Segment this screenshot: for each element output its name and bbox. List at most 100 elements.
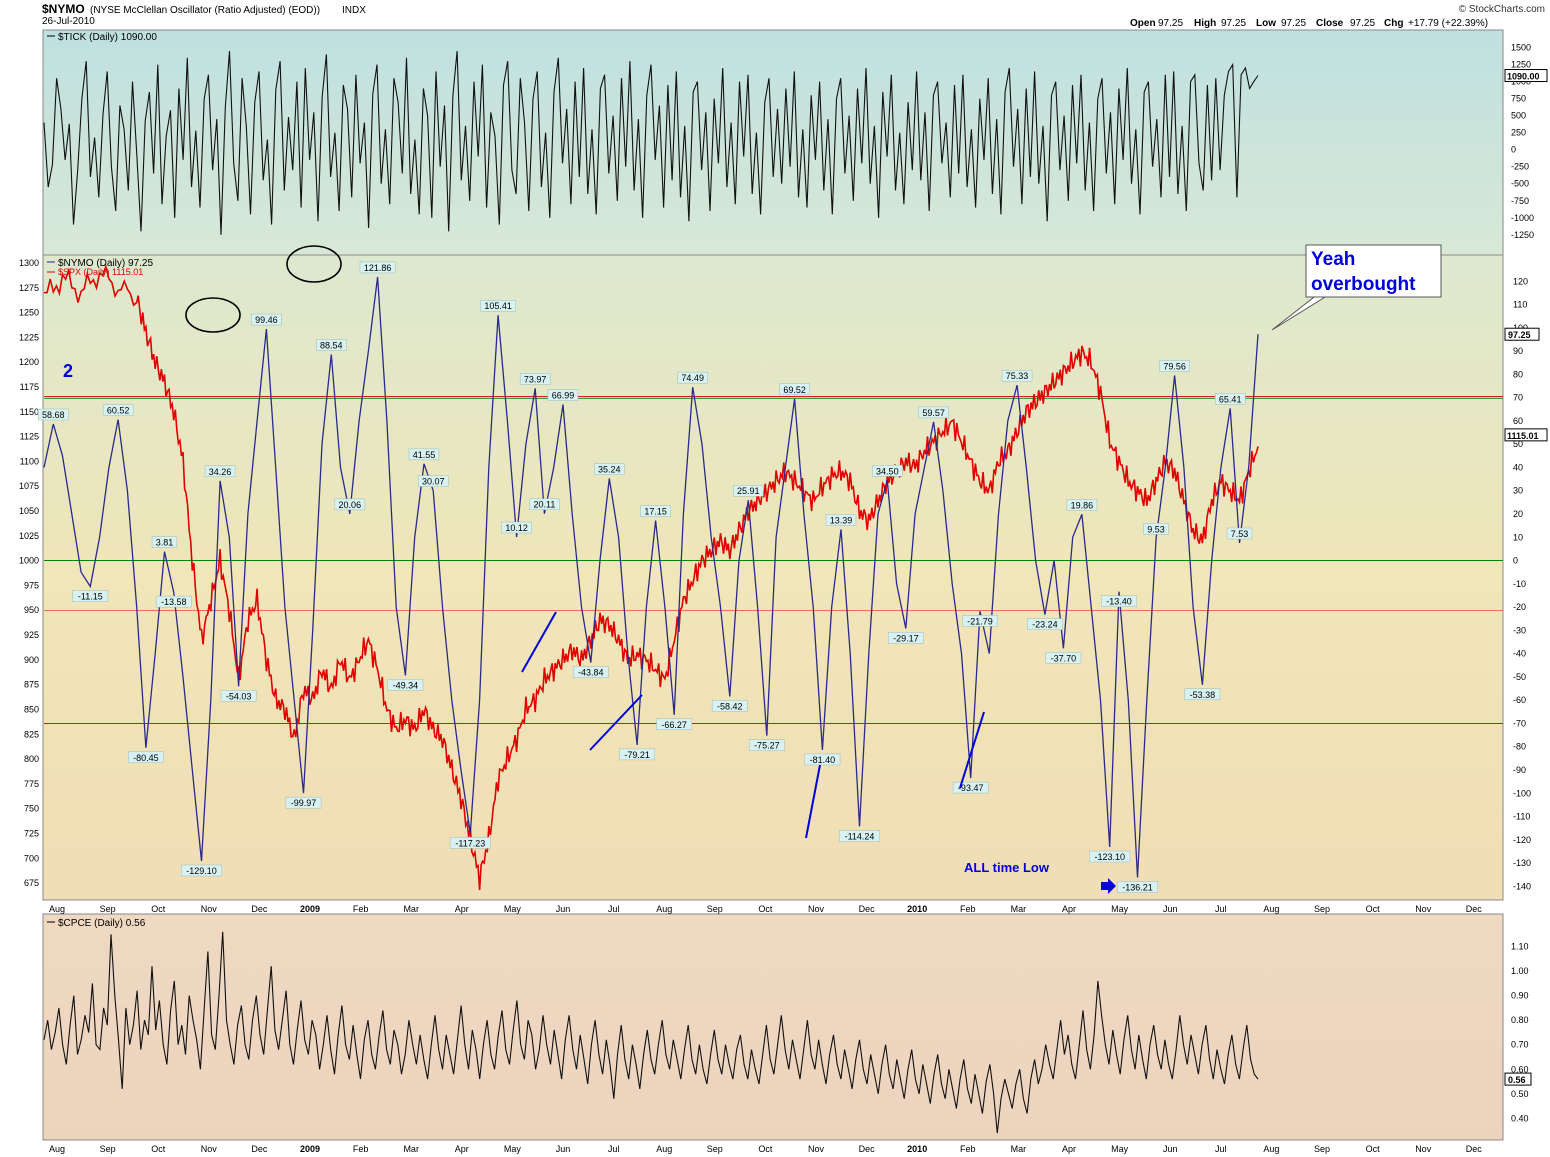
nymo-y-tick-label-21: -90 (1513, 765, 1526, 775)
nymo-point-label-46: -13.40 (1106, 597, 1132, 607)
nymo-point-label-2: 60.52 (107, 406, 130, 416)
nymo-point-label-0: 58.68 (42, 410, 65, 420)
nymo-point-label-49: 79.56 (1163, 361, 1186, 371)
all-time-low-label: ALL time Low (964, 860, 1050, 875)
tick-last-value: 1090.00 (1507, 72, 1540, 82)
main-x-tick-label-2: Oct (151, 904, 166, 914)
spx-y-tick-label-1: 1275 (19, 283, 39, 293)
main-x-tick-label-19: Mar (1011, 904, 1027, 914)
nymo-point-label-36: 34.50 (876, 466, 899, 476)
spx-y-tick-label-4: 1200 (19, 357, 39, 367)
nymo-point-label-bg-37 (887, 632, 924, 644)
cpce-x-tick-label-13: Sep (707, 1144, 723, 1154)
chart-exchange: INDX (342, 5, 366, 16)
spx-y-tick-label-6: 1150 (20, 407, 39, 417)
tick-panel-bg (42, 29, 1504, 256)
main-x-tick-label-26: Oct (1366, 904, 1381, 914)
nymo-point-label-4: 3.81 (156, 538, 174, 548)
chart-date: 26-Jul-2010 (42, 16, 95, 27)
nymo-point-label-bg-18 (480, 299, 516, 312)
spx-y-tick-label-5: 1175 (20, 382, 39, 392)
cpce-x-tick-label-24: Aug (1263, 1144, 1279, 1154)
nymo-y-tick-label-0: 120 (1513, 276, 1528, 286)
main-x-tick-label-21: May (1111, 904, 1129, 914)
nymo-point-label-bg-51 (1214, 393, 1246, 405)
nymo-point-label-bg-10 (285, 796, 322, 809)
cpce-panel-bg (42, 913, 1504, 1141)
nymo-y-tick-label-23: -110 (1513, 812, 1530, 822)
nymo-point-label-bg-13 (359, 261, 396, 274)
nymo-y-tick-label-6: 60 (1513, 416, 1523, 426)
nymo-y-tick-label-16: -40 (1513, 649, 1526, 659)
tick-panel-label: $TICK (Daily) 1090.00 (58, 32, 157, 43)
nymo-point-label-bg-9 (251, 313, 282, 326)
nymo-y-tick-label-20: -80 (1513, 742, 1526, 752)
cpce-x-tick-label-1: Sep (100, 1144, 116, 1154)
nymo-point-label-31: -75.27 (754, 741, 780, 751)
cpce-x-tick-label-3: Nov (201, 1144, 218, 1154)
chart-symbol: $NYMO (42, 2, 85, 16)
main-x-tick-label-15: Nov (808, 904, 825, 914)
nymo-point-label-bg-4 (151, 536, 178, 548)
nymo-point-label-20: 73.97 (524, 374, 547, 384)
cpce-panel-label: $CPCE (Daily) 0.56 (58, 918, 146, 929)
main-x-tick-label-4: Dec (251, 904, 268, 914)
spx-y-tick-label-17: 875 (24, 680, 39, 690)
tick-y-tick-label-8: -500 (1511, 179, 1529, 189)
nymo-point-label-bg-22 (547, 389, 579, 401)
nymo-point-label-10: -99.97 (291, 798, 317, 808)
low-value: 97.25 (1281, 18, 1306, 29)
open-value: 97.25 (1158, 18, 1183, 29)
nymo-point-label-bg-3 (128, 751, 164, 764)
cpce-x-tick-label-18: Feb (960, 1144, 976, 1154)
nymo-point-label-37: -29.17 (893, 633, 919, 643)
nymo-point-label-28: 74.49 (681, 373, 704, 383)
tick-y-tick-label-6: 0 (1511, 145, 1516, 155)
nymo-point-label-22: 66.99 (552, 391, 575, 401)
spx-y-tick-label-2: 1250 (19, 308, 39, 318)
nymo-point-label-bg-29 (711, 700, 748, 712)
spx-y-tick-label-25: 675 (24, 878, 39, 888)
main-x-tick-label-0: Aug (49, 904, 65, 914)
spx-y-tick-label-3: 1225 (19, 332, 39, 342)
nymo-y-tick-label-18: -60 (1513, 695, 1526, 705)
nymo-point-label-bg-38 (918, 406, 949, 419)
nymo-point-label-bg-2 (102, 404, 134, 416)
tick-y-tick-label-4: 500 (1511, 111, 1526, 121)
spx-y-tick-label-10: 1050 (19, 506, 39, 516)
nymo-y-tick-label-1: 110 (1513, 300, 1527, 310)
nymo-point-label-bg-39 (952, 781, 989, 794)
nymo-point-label-bg-7 (204, 465, 236, 478)
close-value: 97.25 (1350, 18, 1375, 29)
nymo-point-label-13: 121.86 (364, 263, 392, 273)
cpce-x-tick-label-14: Oct (758, 1144, 773, 1154)
main-x-tick-label-5: 2009 (300, 904, 320, 914)
spx-y-tick-label-15: 925 (24, 630, 39, 640)
callout-line2: overbought (1311, 274, 1416, 295)
main-x-tick-label-23: Jul (1215, 904, 1227, 914)
nymo-point-label-11: 88.54 (320, 340, 343, 350)
cpce-y-tick-label-4: 0.70 (1511, 1040, 1529, 1050)
nymo-point-label-bg-21 (529, 498, 560, 510)
cpce-x-tick-label-6: Feb (353, 1144, 369, 1154)
cpce-x-tick-label-4: Dec (251, 1144, 268, 1154)
nymo-point-label-bg-15 (408, 448, 440, 461)
spx-series-line (43, 263, 1259, 890)
high-label: High (1194, 18, 1216, 29)
main-x-tick-label-17: 2010 (907, 904, 927, 914)
chart-marks: 1500125010007505002500-250-500-750-1000-… (19, 43, 1548, 1154)
nymo-point-label-bg-52 (1226, 527, 1253, 540)
nymo-point-label-27: -66.27 (661, 720, 687, 730)
overbought-callout: Yeah overbought (1271, 244, 1442, 331)
nymo-point-label-47: -136.21 (1122, 883, 1153, 893)
nymo-point-label-9: 99.46 (255, 315, 278, 325)
nymo-point-label-34: 13.39 (830, 515, 853, 525)
nymo-point-label-12: 20.06 (339, 500, 362, 510)
nymo-point-label-bg-0 (38, 408, 69, 421)
spx-last-value: 1115.01 (1507, 431, 1539, 441)
tick-y-tick-label-3: 750 (1511, 94, 1526, 104)
cpce-x-tick-label-17: 2010 (907, 1144, 927, 1154)
nymo-point-label-5: -13.58 (161, 597, 187, 607)
nymo-point-label-30: 25.91 (737, 486, 760, 496)
cpce-x-tick-label-16: Dec (859, 1144, 876, 1154)
